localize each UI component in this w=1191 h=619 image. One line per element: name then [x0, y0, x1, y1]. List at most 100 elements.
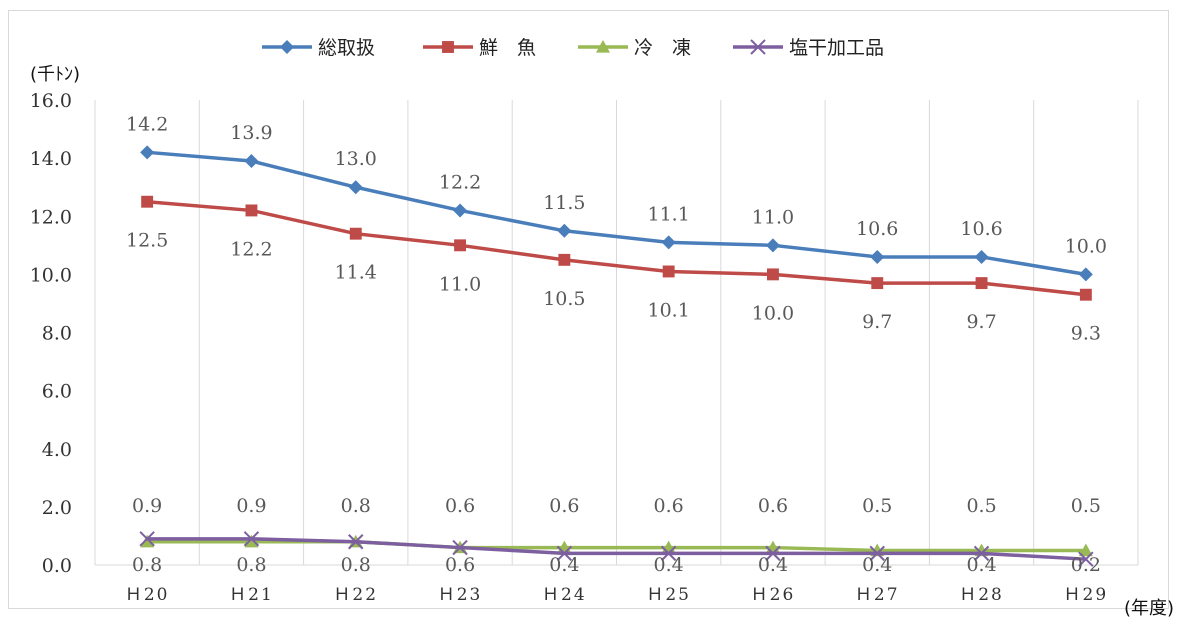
series-line — [147, 537, 1086, 561]
square-marker — [442, 41, 454, 53]
square-marker — [871, 277, 884, 290]
data-label: 0.4 — [549, 554, 579, 576]
x-axis: Ｈ20 Ｈ21 Ｈ22 Ｈ23 Ｈ24 Ｈ25 Ｈ26 Ｈ27 Ｈ28 Ｈ29 — [125, 585, 1109, 605]
legend-label: 総取扱 — [318, 37, 375, 59]
legend-item: 塩干加工品 — [733, 37, 884, 59]
x-marker-stroke — [452, 539, 468, 556]
series-line — [147, 199, 1087, 297]
x-marker — [556, 545, 573, 562]
data-label: 10.0 — [1065, 235, 1107, 257]
x-marker-stroke — [765, 545, 781, 562]
square-marker — [349, 227, 362, 240]
diamond-marker — [765, 238, 780, 253]
triangle-marker — [1078, 543, 1093, 557]
data-label: 9.7 — [966, 311, 996, 333]
x-marker — [139, 531, 155, 547]
y-tick-label: 12.0 — [30, 206, 72, 228]
y-tick-label: 10.0 — [30, 264, 72, 286]
diamond-marker — [348, 180, 363, 195]
y-tick-label: 14.0 — [30, 148, 72, 170]
data-label: 10.0 — [752, 302, 794, 324]
x-tick-label: Ｈ22 — [333, 585, 378, 605]
legend-item: 総取扱 — [262, 37, 375, 59]
y-tick-label: 16.0 — [30, 90, 72, 112]
data-label: 0.8 — [236, 554, 266, 576]
data-label: 9.3 — [1071, 323, 1101, 345]
y-tick-label: 4.0 — [42, 439, 72, 461]
x-marker — [973, 545, 990, 562]
data-label: 0.2 — [1071, 554, 1101, 576]
data-label: 0.8 — [132, 554, 162, 576]
data-label: 11.4 — [335, 262, 377, 284]
x-marker — [348, 534, 364, 550]
y-tick-label: 6.0 — [42, 381, 72, 403]
x-marker-stroke — [750, 39, 766, 55]
x-marker-stroke — [1078, 551, 1094, 567]
square-marker — [975, 277, 988, 290]
y-tick-label: 8.0 — [42, 323, 72, 345]
data-label: 12.2 — [439, 171, 481, 193]
diamond-marker — [661, 235, 676, 250]
data-label: 10.1 — [647, 299, 689, 321]
x-tick-label: Ｈ27 — [855, 585, 900, 605]
x-marker — [765, 545, 781, 562]
data-label: 0.5 — [1071, 495, 1101, 517]
square-marker — [767, 268, 779, 281]
data-label: 0.4 — [654, 554, 684, 576]
y-tick-label: 2.0 — [42, 497, 72, 519]
data-label: 0.5 — [862, 495, 892, 517]
y-axis-unit: (千ﾄﾝ) — [30, 64, 80, 85]
legend: 総取扱 鮮 魚 冷 凍 塩干加工品 — [262, 37, 884, 59]
x-marker — [452, 539, 468, 556]
data-labels: 14.2 13.9 13.0 12.2 11.5 11.1 11.0 10.6 10.6 10.0… — [126, 113, 1107, 576]
legend-label: 鮮 魚 — [479, 37, 536, 59]
data-label: 10.5 — [543, 288, 585, 310]
series-group — [139, 145, 1094, 567]
x-tick-label: Ｈ23 — [438, 585, 483, 605]
x-marker-stroke — [348, 534, 364, 550]
data-label: 0.4 — [758, 554, 788, 576]
data-label: 0.4 — [966, 554, 996, 576]
x-tick-label: Ｈ29 — [1064, 585, 1109, 605]
data-label: 13.9 — [230, 122, 272, 144]
series-line — [147, 150, 1087, 277]
square-marker — [141, 195, 154, 208]
x-marker-stroke — [973, 545, 990, 562]
x-marker-stroke — [660, 545, 677, 562]
data-label: 0.9 — [132, 495, 162, 517]
x-tick-label: Ｈ25 — [646, 585, 691, 605]
square-marker — [558, 253, 571, 266]
x-marker — [1078, 551, 1094, 567]
y-tick-label: 0.0 — [42, 555, 72, 577]
data-label: 14.2 — [126, 113, 168, 135]
x-tick-label: Ｈ26 — [751, 585, 796, 605]
data-label: 0.8 — [341, 495, 371, 517]
legend-label: 冷 凍 — [634, 37, 691, 59]
diamond-marker — [1078, 267, 1093, 282]
y-axis: 0.0 2.0 4.0 6.0 8.0 10.0 12.0 14.0 16.0 — [30, 90, 72, 577]
diamond-marker — [280, 40, 294, 54]
data-label: 11.0 — [439, 273, 481, 295]
data-label: 0.9 — [236, 495, 266, 517]
data-label: 0.6 — [758, 495, 788, 517]
data-label: 0.6 — [445, 495, 475, 517]
legend-item: 冷 凍 — [578, 37, 691, 59]
data-label: 0.5 — [966, 495, 996, 517]
legend-label: 塩干加工品 — [789, 37, 884, 59]
legend-item: 鮮 魚 — [423, 37, 536, 59]
square-marker — [662, 265, 675, 278]
diamond-marker — [974, 249, 989, 264]
diamond-marker — [140, 145, 155, 160]
x-axis-unit: (年度) — [1124, 598, 1174, 619]
x-marker — [869, 545, 885, 562]
data-label: 0.4 — [862, 554, 892, 576]
data-label: 0.6 — [654, 495, 684, 517]
x-marker — [660, 545, 677, 562]
diamond-marker — [870, 249, 885, 264]
data-label: 12.2 — [230, 238, 272, 260]
x-marker-stroke — [556, 545, 573, 562]
diamond-marker — [453, 203, 468, 218]
triangle-marker — [596, 40, 610, 53]
x-tick-label: Ｈ20 — [125, 585, 170, 605]
